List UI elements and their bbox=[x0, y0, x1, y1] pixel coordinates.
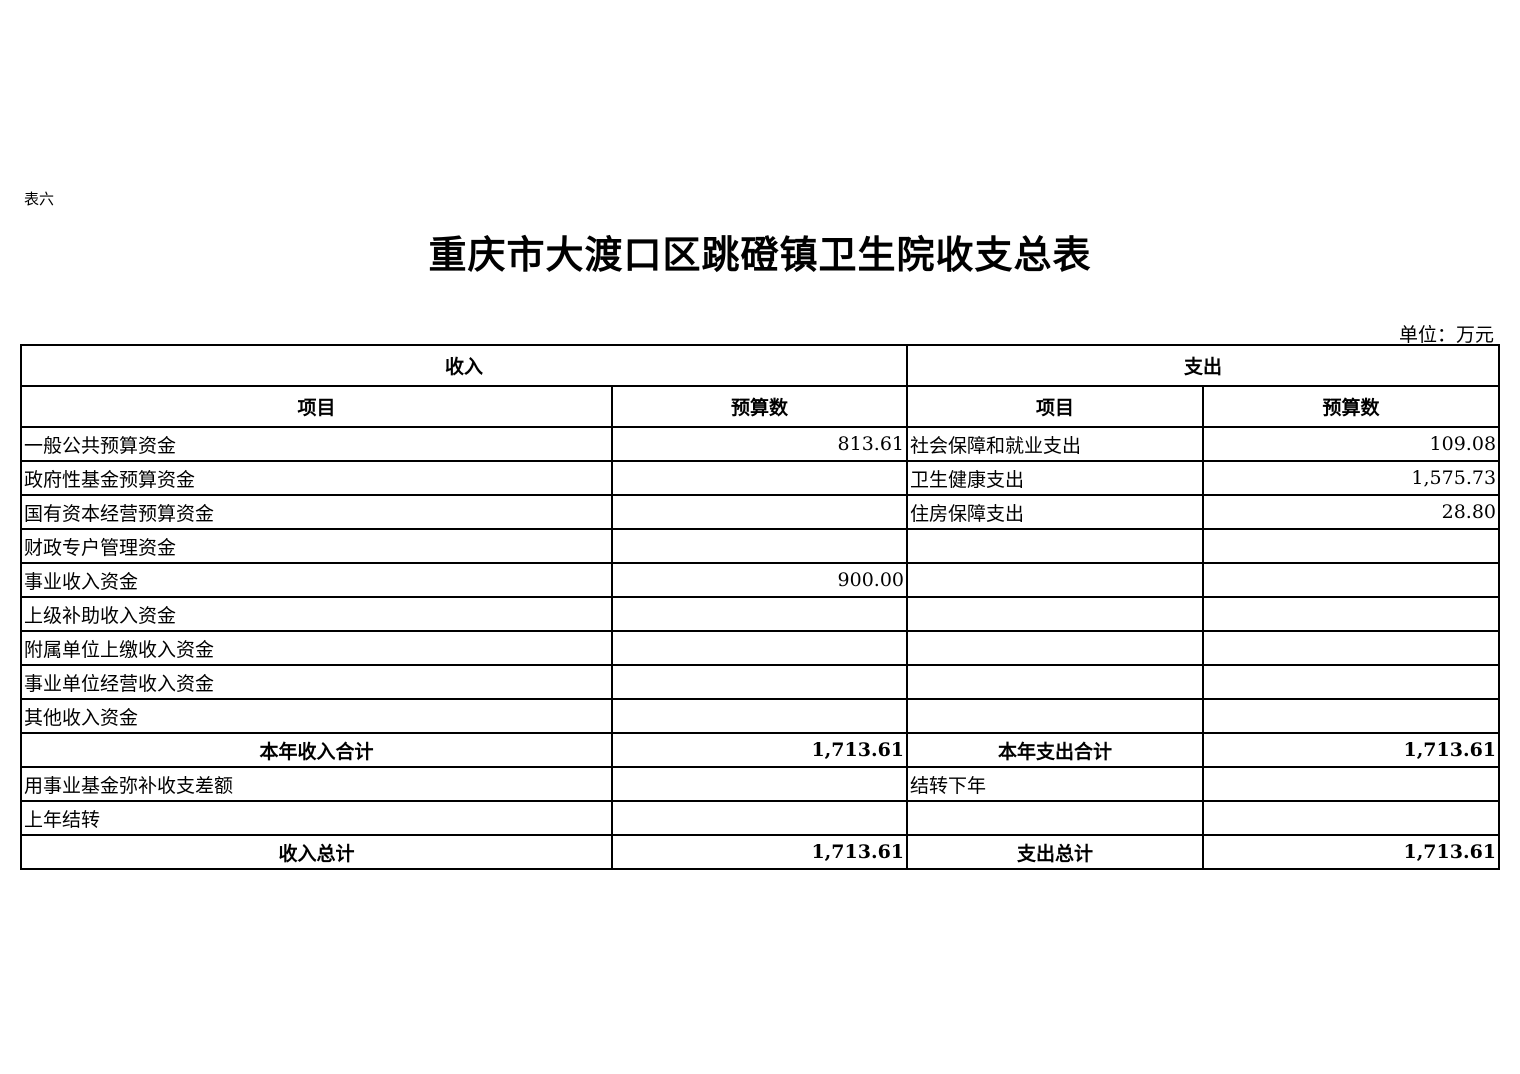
income-value-cell bbox=[610, 698, 909, 734]
expense-value-cell bbox=[1202, 630, 1501, 666]
expense-item-cell bbox=[906, 596, 1205, 632]
income-value-cell bbox=[610, 766, 909, 802]
expense-item-cell bbox=[906, 800, 1205, 836]
income-budget-header: 预算数 bbox=[610, 385, 909, 428]
table-row: 用事业基金弥补收支差额 结转下年 bbox=[20, 766, 1501, 802]
income-value-cell: 1,713.61 bbox=[610, 834, 909, 870]
expense-value-cell bbox=[1202, 766, 1501, 802]
expense-value-cell: 1,713.61 bbox=[1202, 732, 1501, 768]
income-expense-table: 收入 支出 项目 预算数 项目 预算数 一般公共预算资金 813.61 社会保障和就… bbox=[19, 344, 1501, 870]
expense-value-cell: 28.80 bbox=[1202, 494, 1501, 530]
expense-item-cell: 住房保障支出 bbox=[906, 494, 1205, 530]
expense-header: 支出 bbox=[906, 344, 1501, 387]
income-item-cell: 上年结转 bbox=[20, 800, 613, 836]
income-item-cell: 一般公共预算资金 bbox=[20, 426, 613, 462]
income-item-cell: 附属单位上缴收入资金 bbox=[20, 630, 613, 666]
expense-item-cell bbox=[906, 528, 1205, 564]
expense-item-cell: 本年支出合计 bbox=[906, 732, 1205, 768]
income-item-cell: 本年收入合计 bbox=[20, 732, 613, 768]
expense-item-cell bbox=[906, 562, 1205, 598]
table-row: 附属单位上缴收入资金 bbox=[20, 630, 1501, 666]
expense-value-cell bbox=[1202, 528, 1501, 564]
income-value-cell bbox=[610, 596, 909, 632]
income-value-cell bbox=[610, 528, 909, 564]
expense-item-cell: 支出总计 bbox=[906, 834, 1205, 870]
income-item-header: 项目 bbox=[20, 385, 613, 428]
income-value-cell: 900.00 bbox=[610, 562, 909, 598]
expense-value-cell bbox=[1202, 562, 1501, 598]
table-row: 事业单位经营收入资金 bbox=[20, 664, 1501, 700]
table-row: 其他收入资金 bbox=[20, 698, 1501, 734]
total-row: 本年收入合计 1,713.61 本年支出合计 1,713.61 bbox=[20, 732, 1501, 768]
expense-item-cell bbox=[906, 664, 1205, 700]
income-item-cell: 事业单位经营收入资金 bbox=[20, 664, 613, 700]
table-number-label: 表六 bbox=[24, 190, 55, 208]
income-value-cell bbox=[610, 664, 909, 700]
unit-label: 单位：万元 bbox=[1398, 324, 1494, 346]
expense-item-cell bbox=[906, 630, 1205, 666]
income-item-cell: 收入总计 bbox=[20, 834, 613, 870]
table-row: 国有资本经营预算资金 住房保障支出 28.80 bbox=[20, 494, 1501, 530]
expense-value-cell bbox=[1202, 698, 1501, 734]
expense-value-cell bbox=[1202, 800, 1501, 836]
table-row: 上级补助收入资金 bbox=[20, 596, 1501, 632]
income-value-cell bbox=[610, 800, 909, 836]
income-item-cell: 财政专户管理资金 bbox=[20, 528, 613, 564]
expense-value-cell bbox=[1202, 596, 1501, 632]
expense-value-cell: 1,713.61 bbox=[1202, 834, 1501, 870]
income-item-cell: 政府性基金预算资金 bbox=[20, 460, 613, 496]
income-value-cell: 813.61 bbox=[610, 426, 909, 462]
income-value-cell bbox=[610, 494, 909, 530]
expense-item-cell: 卫生健康支出 bbox=[906, 460, 1205, 496]
expense-item-cell: 社会保障和就业支出 bbox=[906, 426, 1205, 462]
table-row: 财政专户管理资金 bbox=[20, 528, 1501, 564]
income-value-cell bbox=[610, 630, 909, 666]
expense-item-cell: 结转下年 bbox=[906, 766, 1205, 802]
column-header-row: 项目 预算数 项目 预算数 bbox=[20, 385, 1501, 428]
table-row: 一般公共预算资金 813.61 社会保障和就业支出 109.08 bbox=[20, 426, 1501, 462]
income-item-cell: 用事业基金弥补收支差额 bbox=[20, 766, 613, 802]
income-value-cell: 1,713.61 bbox=[610, 732, 909, 768]
table-row: 上年结转 bbox=[20, 800, 1501, 836]
section-header-row: 收入 支出 bbox=[19, 344, 1501, 387]
income-item-cell: 上级补助收入资金 bbox=[20, 596, 613, 632]
expense-item-header: 项目 bbox=[906, 385, 1205, 428]
income-header: 收入 bbox=[19, 344, 909, 387]
income-item-cell: 其他收入资金 bbox=[20, 698, 613, 734]
expense-item-cell bbox=[906, 698, 1205, 734]
income-value-cell bbox=[610, 460, 909, 496]
page-title: 重庆市大渡口区跳磴镇卫生院收支总表 bbox=[428, 232, 1092, 277]
expense-value-cell: 1,575.73 bbox=[1202, 460, 1501, 496]
table-row: 事业收入资金 900.00 bbox=[20, 562, 1501, 598]
expense-value-cell bbox=[1202, 664, 1501, 700]
income-item-cell: 事业收入资金 bbox=[20, 562, 613, 598]
total-row: 收入总计 1,713.61 支出总计 1,713.61 bbox=[20, 834, 1501, 870]
expense-value-cell: 109.08 bbox=[1202, 426, 1501, 462]
expense-budget-header: 预算数 bbox=[1202, 385, 1501, 428]
income-item-cell: 国有资本经营预算资金 bbox=[20, 494, 613, 530]
table-row: 政府性基金预算资金 卫生健康支出 1,575.73 bbox=[20, 460, 1501, 496]
